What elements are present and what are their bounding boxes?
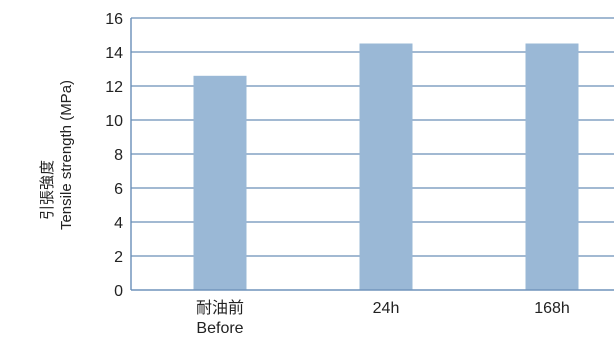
bar [194,76,247,290]
y-axis-label-jp: 引張強度 [39,160,56,220]
y-tick-label: 2 [114,249,123,266]
y-axis-label-en: Tensile strength (MPa) [58,80,75,230]
y-tick-label: 0 [114,283,123,300]
y-tick-label: 16 [105,11,123,28]
y-tick-label: 12 [105,79,123,96]
x-category-sublabel: Before [196,320,243,337]
y-tick-label: 8 [114,147,123,164]
bars [194,44,579,291]
y-axis-title: 引張強度 Tensile strength (MPa) [39,80,75,230]
x-category-label: 耐油前 [196,299,244,317]
bar [526,44,579,291]
x-category-labels: 耐油前 Before 24h 168h [196,299,570,337]
y-tick-label: 14 [105,45,123,62]
y-tick-label: 4 [114,215,123,232]
y-tick-label: 6 [114,181,123,198]
bar [360,44,413,291]
y-tick-label: 10 [105,113,123,130]
x-category-label: 24h [373,300,400,317]
x-category-label: 168h [534,300,570,317]
y-tick-labels: 0 2 4 6 8 10 12 14 16 [105,11,123,300]
